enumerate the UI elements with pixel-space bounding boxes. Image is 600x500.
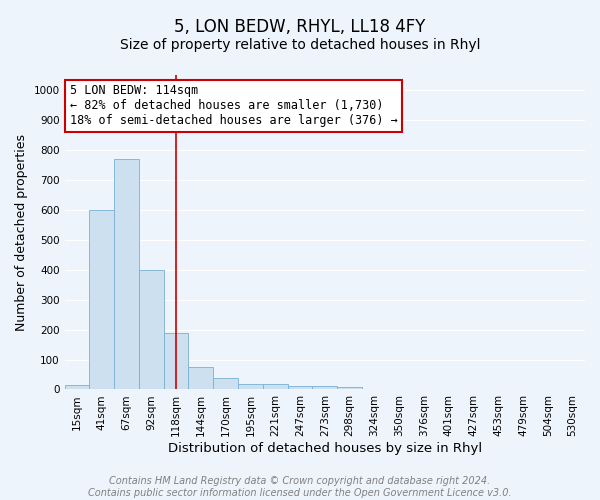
Bar	[337, 387, 362, 390]
X-axis label: Distribution of detached houses by size in Rhyl: Distribution of detached houses by size …	[168, 442, 482, 455]
Text: 5, LON BEDW, RHYL, LL18 4FY: 5, LON BEDW, RHYL, LL18 4FY	[175, 18, 425, 36]
Bar	[213, 378, 238, 390]
Text: Size of property relative to detached houses in Rhyl: Size of property relative to detached ho…	[120, 38, 480, 52]
Bar	[287, 386, 313, 390]
Bar	[313, 386, 337, 390]
Bar	[114, 159, 139, 390]
Bar	[188, 367, 213, 390]
Bar	[238, 384, 263, 390]
Text: Contains HM Land Registry data © Crown copyright and database right 2024.
Contai: Contains HM Land Registry data © Crown c…	[88, 476, 512, 498]
Bar	[139, 270, 164, 390]
Text: 5 LON BEDW: 114sqm
← 82% of detached houses are smaller (1,730)
18% of semi-deta: 5 LON BEDW: 114sqm ← 82% of detached hou…	[70, 84, 397, 128]
Bar	[164, 332, 188, 390]
Bar	[65, 385, 89, 390]
Bar	[263, 384, 287, 390]
Bar	[89, 210, 114, 390]
Y-axis label: Number of detached properties: Number of detached properties	[15, 134, 28, 330]
